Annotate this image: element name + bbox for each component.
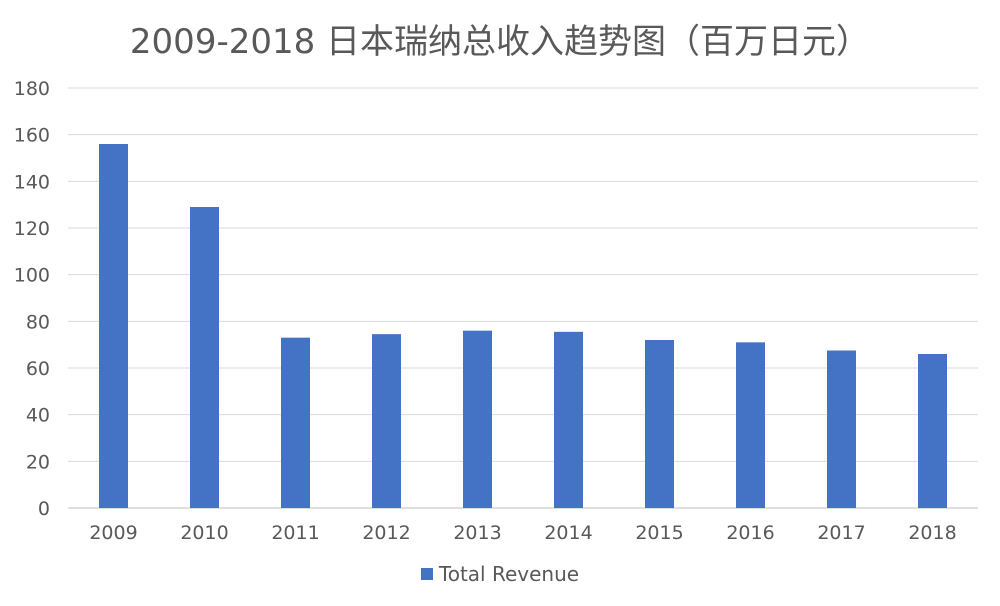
y-tick-label: 140 <box>14 171 50 193</box>
x-tick-label: 2013 <box>453 522 501 544</box>
x-tick-label: 2011 <box>271 522 319 544</box>
x-tick-label: 2014 <box>544 522 592 544</box>
bar-2015 <box>645 340 674 508</box>
y-tick-label: 180 <box>14 78 50 100</box>
bar-2009 <box>99 144 128 508</box>
legend-swatch <box>420 568 433 580</box>
bar-2011 <box>281 337 310 508</box>
bar-2018 <box>918 354 947 508</box>
x-tick-label: 2016 <box>726 522 774 544</box>
x-axis-ticks: 2009 2010 2011 2012 2013 2014 2015 2016 2017 2018 <box>89 522 956 544</box>
gridlines <box>68 87 978 509</box>
y-tick-label: 100 <box>14 265 50 287</box>
bar-2016 <box>736 342 765 508</box>
y-tick-label: 40 <box>26 405 50 427</box>
x-tick-label: 2018 <box>908 522 956 544</box>
x-tick-label: 2015 <box>635 522 683 544</box>
bar-2012 <box>372 334 401 508</box>
chart-title: 2009-2018 日本瑞纳总收入趋势图（百万日元） <box>129 22 871 62</box>
y-tick-label: 80 <box>26 311 50 333</box>
bar-2013 <box>463 330 492 508</box>
x-tick-label: 2017 <box>817 522 865 544</box>
y-tick-label: 0 <box>38 498 50 520</box>
bar-2017 <box>827 350 856 508</box>
y-tick-label: 60 <box>26 358 50 380</box>
bar-2010 <box>190 207 219 508</box>
y-axis-ticks: 0 20 40 60 80 100 120 140 160 180 <box>14 78 50 520</box>
bars <box>99 144 947 508</box>
bar-2014 <box>554 331 583 508</box>
legend-label: Total Revenue <box>438 562 580 586</box>
legend: Total Revenue <box>0 562 1000 586</box>
y-tick-label: 160 <box>14 125 50 147</box>
y-tick-label: 120 <box>14 218 50 240</box>
y-tick-label: 20 <box>26 451 50 473</box>
x-tick-label: 2012 <box>362 522 410 544</box>
x-tick-label: 2010 <box>180 522 228 544</box>
x-tick-label: 2009 <box>89 522 137 544</box>
